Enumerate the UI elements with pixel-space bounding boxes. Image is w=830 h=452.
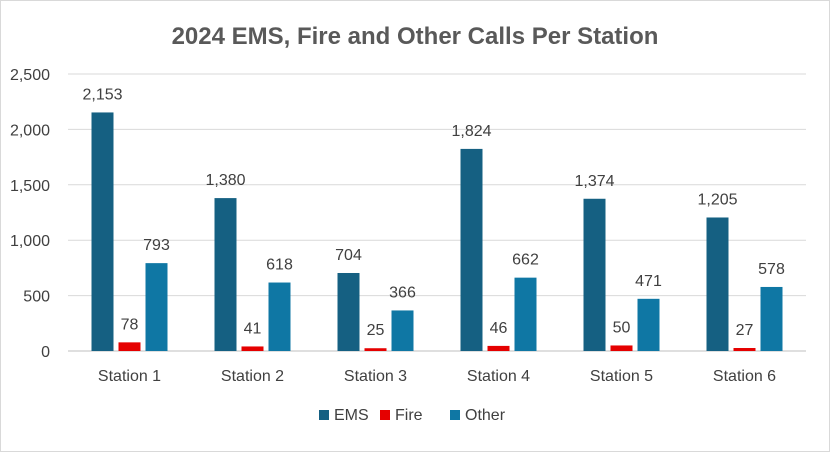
y-tick-label: 1,000 <box>10 233 50 250</box>
legend-label: EMS <box>334 407 369 424</box>
legend-item-other: Other <box>450 407 506 424</box>
y-tick-label: 2,500 <box>10 67 50 84</box>
bar-other <box>514 277 537 351</box>
data-label-other: 793 <box>143 237 170 254</box>
bar-ems <box>460 148 483 351</box>
legend-swatch <box>319 410 329 420</box>
x-tick-label: Station 1 <box>98 368 161 385</box>
data-label-other: 366 <box>389 284 416 301</box>
data-label-fire: 78 <box>121 316 139 333</box>
chart-title: 2024 EMS, Fire and Other Calls Per Stati… <box>172 23 659 50</box>
data-label-other: 618 <box>266 257 293 274</box>
x-tick-label: Station 6 <box>713 368 776 385</box>
legend-label: Other <box>465 407 506 424</box>
y-tick-label: 0 <box>41 344 50 361</box>
data-label-ems: 2,153 <box>82 86 122 103</box>
x-tick-label: Station 5 <box>590 368 653 385</box>
bar-fire <box>733 348 756 351</box>
data-label-fire: 27 <box>736 322 754 339</box>
data-label-other: 578 <box>758 261 785 278</box>
x-tick-label: Station 3 <box>344 368 407 385</box>
bar-fire <box>487 345 510 351</box>
data-label-fire: 25 <box>367 322 385 339</box>
bar-other <box>145 263 168 351</box>
bar-other <box>760 286 783 351</box>
bar-other <box>637 298 660 351</box>
bar-other <box>391 310 414 351</box>
data-labels: 2,153 78 793 1,380 41 618 704 25 366 1,824 46 662 1,… <box>82 86 784 339</box>
bar-ems <box>583 198 606 351</box>
bar-ems <box>706 217 729 351</box>
data-label-ems: 1,380 <box>205 172 245 189</box>
bar-fire <box>241 346 264 351</box>
data-label-other: 662 <box>512 252 539 269</box>
x-tick-label: Station 4 <box>467 368 530 385</box>
data-label-fire: 41 <box>244 320 262 337</box>
bar-fire <box>364 348 387 351</box>
x-tick-label: Station 2 <box>221 368 284 385</box>
bars <box>91 112 783 351</box>
legend-swatch <box>380 410 390 420</box>
bar-fire <box>610 345 633 351</box>
legend: EMS Fire Other <box>319 407 506 424</box>
gridlines <box>68 73 806 352</box>
data-label-ems: 704 <box>335 247 362 264</box>
x-axis: Station 1 Station 2 Station 3 Station 4 Stat… <box>98 368 776 385</box>
legend-label: Fire <box>395 407 423 424</box>
data-label-other: 471 <box>635 273 662 290</box>
bar-ems <box>337 272 360 351</box>
y-tick-label: 2,000 <box>10 122 50 139</box>
bar-other <box>268 282 291 351</box>
data-label-fire: 50 <box>613 319 631 336</box>
legend-item-ems: EMS <box>319 407 369 424</box>
y-tick-label: 500 <box>23 289 50 306</box>
data-label-ems: 1,205 <box>697 191 737 208</box>
legend-item-fire: Fire <box>380 407 423 424</box>
bar-fire <box>118 342 141 351</box>
bar-ems <box>214 198 237 351</box>
legend-swatch <box>450 410 460 420</box>
y-axis: 0 500 1,000 1,500 2,000 2,500 <box>10 67 50 361</box>
data-label-ems: 1,824 <box>451 123 491 140</box>
bar-ems <box>91 112 114 351</box>
data-label-ems: 1,374 <box>574 173 614 190</box>
y-tick-label: 1,500 <box>10 178 50 195</box>
data-label-fire: 46 <box>490 320 508 337</box>
